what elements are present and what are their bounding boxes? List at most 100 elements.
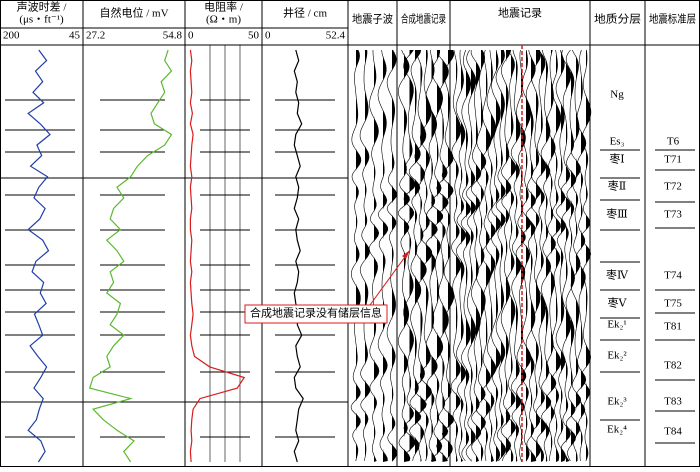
- seismic-trace: [545, 49, 557, 462]
- geologic-layer: Ek₂¹: [607, 319, 626, 331]
- seismic-trace: [580, 49, 592, 462]
- seismic-trace: [465, 49, 477, 462]
- seismic-trace: [350, 49, 362, 462]
- seismic-trace: [408, 49, 422, 462]
- seismic-fill: [506, 50, 511, 462]
- seismic-trace: [555, 49, 566, 462]
- seismic-trace: [436, 49, 449, 462]
- geologic-layer: 枣Ⅳ: [606, 269, 629, 282]
- seismic-fill: [586, 50, 591, 462]
- scale-label: 200: [3, 30, 20, 42]
- log-curve: [88, 49, 173, 463]
- track-title: 电阻率 /: [204, 0, 244, 14]
- seismic-fill: [365, 50, 370, 462]
- standard-layer: T73: [664, 209, 682, 221]
- seismic-trace: [377, 49, 389, 462]
- seismic-fill: [491, 50, 496, 462]
- seismic-fill: [461, 50, 466, 462]
- seismic-fill: [541, 50, 546, 462]
- scale-label: 0: [188, 30, 194, 42]
- seismic-trace: [450, 49, 462, 462]
- standard-layer: T82: [664, 360, 682, 372]
- annotation: 合成地震记录没有储层信息: [250, 306, 382, 320]
- geologic-layer: Es₃: [610, 136, 625, 148]
- column-title: 地质分层: [594, 13, 641, 26]
- column-title: 地震标准层: [649, 12, 696, 26]
- log-curve: [189, 49, 246, 463]
- geologic-layer: 枣Ⅱ: [608, 180, 626, 193]
- seismic-trace: [505, 49, 517, 462]
- seismic-trace: [485, 49, 497, 462]
- log-curve: [293, 49, 304, 463]
- geologic-layer: 枣Ⅲ: [606, 208, 628, 221]
- seismic-trace: [491, 49, 502, 462]
- seismic-fill: [501, 50, 506, 462]
- annotation-box: [244, 304, 388, 324]
- column-title: 合成地震记录: [401, 12, 446, 26]
- geologic-layer: Ek₂³: [607, 396, 627, 408]
- standard-layer: T6: [667, 136, 680, 148]
- seismic-fill: [426, 50, 432, 462]
- scale-label: 50: [248, 30, 260, 42]
- seismic-trace: [480, 49, 492, 462]
- column-title: 地震记录: [498, 7, 542, 20]
- seismic-trace: [570, 49, 582, 462]
- standard-layer: T81: [664, 321, 682, 333]
- seismic-fill: [409, 50, 416, 462]
- seismic-fill: [521, 50, 526, 462]
- seismic-fill: [437, 50, 443, 462]
- seismic-trace: [386, 49, 398, 462]
- seismic-trace: [565, 49, 577, 462]
- seismic-trace: [441, 49, 455, 462]
- seismic-fill: [415, 50, 421, 462]
- geologic-layer: 枣Ⅰ: [609, 153, 624, 166]
- seismic-trace: [403, 49, 416, 462]
- seismic-trace: [550, 49, 562, 462]
- seismic-trace: [430, 49, 444, 462]
- scale-label: 52.4: [326, 30, 346, 42]
- seismic-trace: [359, 49, 371, 462]
- seismic-trace: [455, 49, 467, 462]
- seismic-fill: [581, 50, 586, 462]
- track-subtitle: (Ω・m): [206, 14, 241, 26]
- seismic-trace: [530, 49, 542, 462]
- seismic-trace: [535, 49, 547, 462]
- seismic-fill: [420, 50, 427, 462]
- scale-label: 27.2: [86, 30, 105, 42]
- seismic-trace: [520, 49, 532, 462]
- arrow-head: [402, 250, 410, 259]
- column-title: 地震子波: [352, 13, 393, 26]
- standard-layer: T74: [664, 270, 682, 282]
- geologic-layer: Ng: [610, 89, 624, 101]
- seismic-trace: [575, 49, 587, 462]
- standard-layer: T72: [664, 181, 682, 193]
- seismic-fill: [556, 50, 561, 462]
- seismic-trace: [500, 49, 512, 462]
- track-subtitle: (μs・ft⁻¹): [19, 14, 64, 26]
- scale-label: 0: [265, 30, 271, 42]
- seismic-fill: [496, 50, 501, 462]
- seismic-fill: [516, 50, 521, 462]
- seismic-trace: [560, 49, 572, 462]
- seismic-trace: [470, 49, 482, 462]
- seismic-trace: [525, 49, 537, 462]
- seismic-fill: [374, 50, 379, 462]
- standard-layer: T75: [664, 298, 682, 310]
- seismic-fill: [431, 50, 438, 462]
- seismic-fill: [571, 50, 576, 462]
- track-title: 声波时差 /: [17, 0, 68, 14]
- seismic-fill: [404, 50, 410, 462]
- seismic-fill: [471, 50, 476, 462]
- seismic-trace: [368, 50, 380, 462]
- seismic-trace: [540, 49, 552, 462]
- track-title: 自然电位 / mV: [99, 6, 168, 20]
- standard-layer: T84: [664, 426, 682, 438]
- annotation-arrow: [369, 249, 411, 306]
- seismic-trace: [460, 49, 472, 462]
- seismic-trace: [515, 49, 527, 462]
- log-curve: [27, 49, 51, 463]
- geologic-layer: Ek₂⁴: [607, 424, 627, 436]
- scale-label: 45: [69, 30, 81, 42]
